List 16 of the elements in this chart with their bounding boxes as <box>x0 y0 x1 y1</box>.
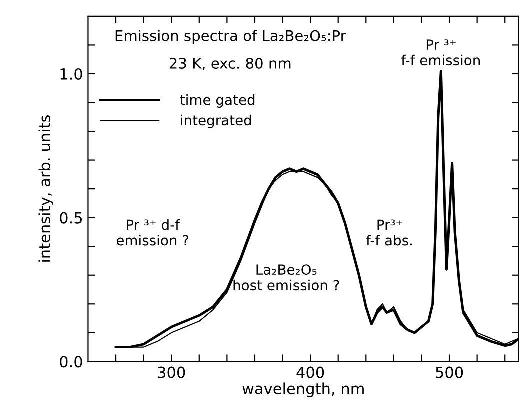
y-tick-label: 0.5 <box>60 212 82 224</box>
legend-label: time gated <box>180 94 255 108</box>
x-tick-label: 400 <box>296 366 324 378</box>
legend-label: integrated <box>181 114 252 128</box>
text: Emission spectra of La₂Be₂O₅:Pr <box>116 30 346 44</box>
annotation: La₂Be₂O₅ host emission ? <box>234 264 340 291</box>
y-axis-title: intensity, arb. units <box>38 116 54 262</box>
x-tick-label: 500 <box>436 366 464 378</box>
annotation: Pr ³⁺ d-f emission ? <box>116 219 189 246</box>
x-tick-label: 300 <box>158 366 186 378</box>
annotation: Pr ³⁺ f-f emission <box>402 40 480 66</box>
annotation: Pr³⁺ f-f abs. <box>366 220 412 246</box>
text: 23 K, exc. 80 nm <box>170 58 291 70</box>
y-tick-label: 0.0 <box>60 356 82 368</box>
x-axis-title: wavelength, nm <box>242 382 364 398</box>
y-tick-label: 1.0 <box>60 68 82 80</box>
